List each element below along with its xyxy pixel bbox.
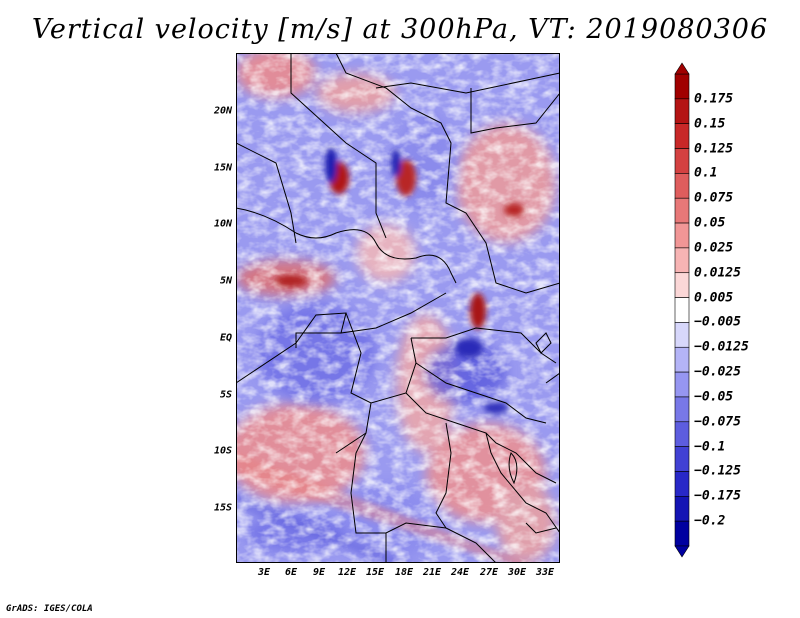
colorbar-tick-label: 0.1 [694, 165, 718, 181]
colorbar-tick-label: 0.175 [694, 91, 734, 107]
colorbar-swatch [674, 272, 690, 298]
colorbar-swatch [674, 247, 690, 274]
lon-tick-label: 21E [422, 567, 442, 578]
map-frame [236, 53, 560, 563]
colorbar-tick-label: −0.175 [694, 488, 741, 504]
lat-tick-label: 15S [213, 502, 232, 514]
colorbar-swatch [674, 173, 690, 199]
colorbar-min-arrow [674, 545, 690, 558]
colorbar-swatch [674, 297, 690, 323]
lon-tick-label: 27E [479, 567, 499, 578]
colorbar-swatch [674, 446, 690, 472]
colorbar-swatch [674, 148, 690, 174]
colorbar-tick-label: −0.125 [694, 463, 741, 479]
lat-tick-label: 5N [219, 275, 232, 287]
colorbar-swatch [674, 371, 690, 398]
colorbar [674, 62, 690, 558]
lon-tick-label: 18E [394, 567, 414, 578]
colorbar-swatch [674, 123, 690, 149]
lon-tick-label: 6E [284, 567, 298, 578]
lon-tick-label: 30E [507, 567, 527, 578]
colorbar-swatch [674, 471, 690, 497]
colorbar-tick-label: −0.025 [694, 364, 741, 380]
colorbar-max-arrow [674, 62, 690, 75]
colorbar-tick-label: −0.2 [694, 513, 726, 529]
lat-tick-label: 15N [213, 162, 232, 174]
colorbar-tick-label: −0.1 [694, 439, 726, 455]
colorbar-swatch [674, 346, 690, 373]
colorbar-swatch [674, 98, 690, 124]
colorbar-tick-label: 0.005 [694, 290, 734, 306]
field-shading [236, 53, 560, 563]
lat-tick-label: 5S [219, 389, 232, 401]
colorbar-swatch [674, 73, 690, 100]
colorbar-swatch [674, 322, 690, 348]
colorbar-tick-label: −0.05 [694, 389, 734, 405]
colorbar-tick-label: 0.125 [694, 141, 734, 157]
colorbar-swatch [674, 421, 690, 447]
lon-tick-label: 12E [337, 567, 357, 578]
lon-tick-label: 24E [450, 567, 470, 578]
colorbar-tick-label: −0.0125 [694, 339, 749, 355]
colorbar-swatch [674, 496, 690, 522]
map-panel [236, 53, 560, 563]
colorbar-tick-label: −0.005 [694, 314, 741, 330]
lon-tick-label: 33E [535, 567, 555, 578]
lon-tick-label: 9E [312, 567, 326, 578]
country-boundaries [236, 53, 560, 563]
colorbar-tick-label: 0.075 [694, 190, 734, 206]
colorbar-swatch [674, 520, 690, 547]
colorbar-swatch [674, 222, 690, 249]
colorbar-swatch [674, 396, 690, 423]
lat-tick-label: 10N [213, 218, 232, 230]
colorbar-tick-label: 0.025 [694, 240, 734, 256]
map-title: Vertical velocity [m/s] at 300hPa, VT: 2… [31, 14, 769, 45]
colorbar-tick-label: 0.15 [694, 116, 726, 132]
colorbar-tick-label: −0.075 [694, 414, 741, 430]
vertical-velocity-field [236, 53, 560, 563]
colorbar-tick-label: 0.0125 [694, 265, 741, 281]
colorbar-tick-label: 0.05 [694, 215, 726, 231]
lon-tick-label: 3E [257, 567, 271, 578]
lon-tick-label: 15E [365, 567, 385, 578]
grads-credit: GrADS: IGES/COLA [6, 604, 93, 614]
lat-tick-label: EQ [219, 332, 232, 344]
lat-tick-label: 10S [213, 445, 232, 457]
lat-tick-label: 20N [213, 105, 232, 117]
colorbar-swatch [674, 197, 690, 224]
